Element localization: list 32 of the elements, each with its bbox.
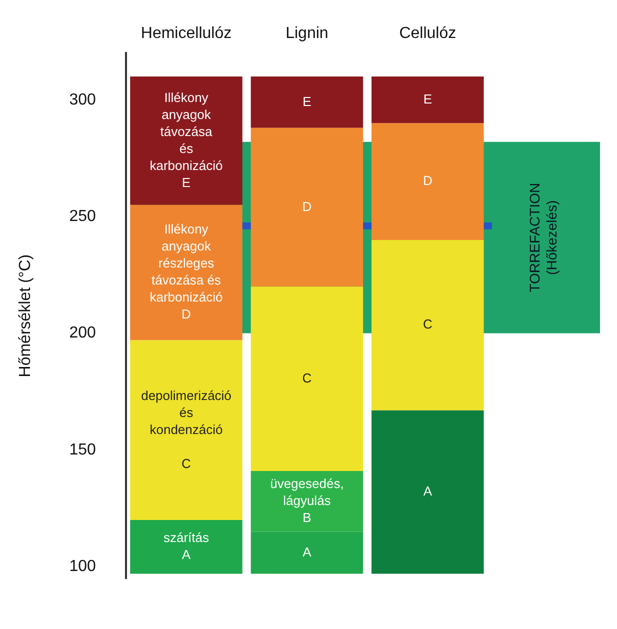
data-label: C (302, 370, 312, 386)
bar (130, 204, 242, 340)
data-label: C (422, 316, 432, 332)
x-tick-label: Hemicellulóz (140, 25, 232, 42)
data-label: A (302, 544, 312, 560)
text: depolimerizáció és kondenzáció C (141, 388, 232, 471)
data-label: D (422, 173, 432, 188)
y-tick-label: 250 (69, 208, 96, 225)
data-label: Illékony anyagok részleges távozása és karbonizáció D (150, 222, 223, 322)
data-label: D (302, 198, 312, 214)
x-tick-label: Lignin (286, 25, 328, 42)
bar (250, 286, 364, 472)
bar (130, 340, 242, 520)
data-label: Illékony anyagok távozása és karbonizáció E (150, 90, 223, 190)
y-tick-label: 300 (69, 91, 96, 108)
bar (372, 76, 484, 124)
bar (372, 240, 484, 410)
data-label: E (302, 94, 312, 109)
band-label: TORREFACTION (Hőkezelés) (526, 182, 560, 292)
x-tick-label: Cellulóz (399, 25, 456, 42)
bar (250, 76, 364, 128)
y-axis-title: Hőmérséklet (°C) (17, 254, 34, 378)
data-label: szárítás A (163, 530, 210, 562)
bar (130, 520, 242, 574)
bar (372, 410, 484, 574)
data-label: E (423, 91, 432, 106)
data-label: üvegesedés, lágyulás B (270, 476, 344, 525)
y-tick-label: 100 (69, 558, 96, 576)
y-tick-label: 200 (69, 324, 96, 342)
data-label: A (423, 484, 432, 499)
y-tick-label: 150 (69, 441, 96, 458)
bar (130, 76, 242, 205)
